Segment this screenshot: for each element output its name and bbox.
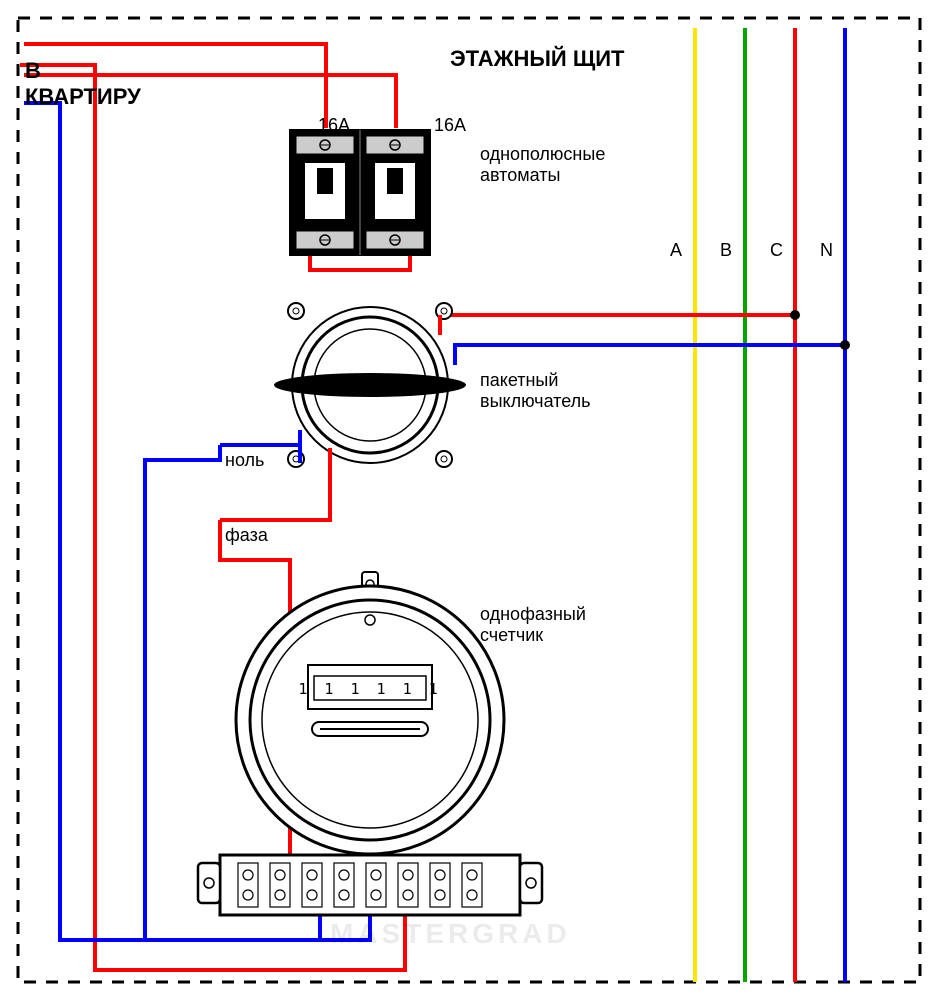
panel-title: ЭТАЖНЫЙ ЩИТ (450, 46, 625, 72)
bus-label-B: B (720, 240, 732, 261)
breaker-right-rating: 16А (434, 115, 466, 136)
bus-label-C: C (770, 240, 783, 261)
diagram-svg: 1 1 1 1 1 1 (0, 0, 938, 1000)
rotary-switch-caption: пакетный выключатель (480, 370, 591, 412)
to-apartment-label: В КВАРТИРУ (25, 58, 141, 110)
svg-text:1 1 1 1 1 1: 1 1 1 1 1 1 (298, 680, 441, 698)
neutral-label: ноль (225, 450, 264, 471)
breakers-caption: однополюсные автоматы (480, 144, 605, 186)
wiring-diagram: 1 1 1 1 1 1 ЭТАЖНЫЙ ЩИТ В КВАРТИРУ 16А 1… (0, 0, 938, 1000)
bus-label-N: N (820, 240, 833, 261)
meter-caption: однофазный счетчик (480, 604, 586, 646)
watermark: MASTERGRAD (330, 918, 571, 950)
bus-label-A: A (670, 240, 682, 261)
breaker-left-rating: 16А (318, 115, 350, 136)
phase-label: фаза (225, 525, 268, 546)
